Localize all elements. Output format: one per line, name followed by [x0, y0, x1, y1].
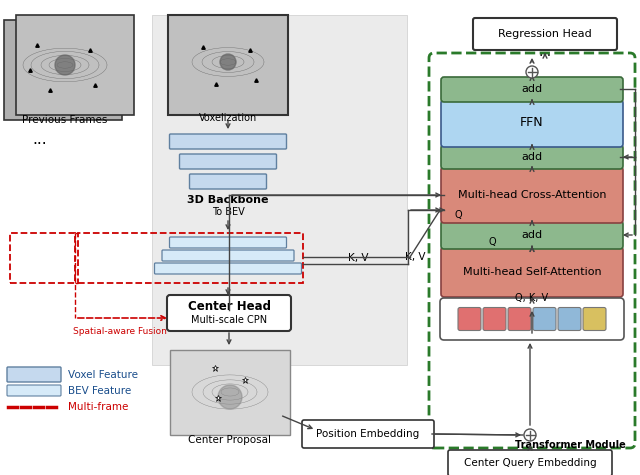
Text: Multi-frame: Multi-frame	[68, 402, 129, 412]
Bar	[168, 15, 288, 115]
FancyBboxPatch shape	[7, 367, 61, 382]
Text: Multi-scale CPN: Multi-scale CPN	[191, 315, 267, 325]
FancyBboxPatch shape	[189, 174, 266, 189]
Text: Previous Frames: Previous Frames	[22, 115, 108, 125]
Bar	[16, 15, 134, 115]
Text: Voxelization: Voxelization	[199, 113, 257, 123]
Circle shape	[220, 54, 236, 70]
Text: add: add	[522, 84, 543, 94]
FancyBboxPatch shape	[162, 250, 294, 261]
FancyBboxPatch shape	[583, 307, 606, 331]
FancyBboxPatch shape	[441, 167, 623, 223]
Bar	[78, 233, 303, 283]
Text: Q: Q	[454, 210, 462, 220]
Text: ...: ...	[33, 133, 47, 148]
Bar	[4, 20, 122, 120]
Text: Position Embedding: Position Embedding	[316, 429, 420, 439]
FancyBboxPatch shape	[441, 77, 623, 102]
Text: Center Proposal: Center Proposal	[188, 435, 271, 445]
Text: Multi-head Self-Attention: Multi-head Self-Attention	[463, 267, 602, 277]
Circle shape	[218, 385, 242, 409]
FancyBboxPatch shape	[179, 154, 276, 169]
FancyBboxPatch shape	[170, 237, 287, 248]
Text: K, V: K, V	[404, 252, 425, 262]
Text: Transformer Module: Transformer Module	[515, 440, 626, 450]
Bar	[10, 233, 75, 283]
FancyBboxPatch shape	[7, 385, 61, 396]
Text: add: add	[522, 152, 543, 162]
FancyBboxPatch shape	[508, 307, 531, 331]
Text: add: add	[522, 230, 543, 240]
Text: FFN: FFN	[520, 116, 544, 130]
Text: 3D Backbone: 3D Backbone	[188, 195, 269, 205]
Text: Center Query Embedding: Center Query Embedding	[464, 458, 596, 468]
Text: Voxel Feature: Voxel Feature	[68, 370, 138, 380]
Text: Spatial-aware Fusion: Spatial-aware Fusion	[73, 327, 167, 336]
FancyBboxPatch shape	[473, 18, 617, 50]
FancyBboxPatch shape	[302, 420, 434, 448]
FancyBboxPatch shape	[154, 263, 301, 274]
Bar	[152, 15, 407, 365]
FancyBboxPatch shape	[441, 221, 623, 249]
FancyBboxPatch shape	[440, 298, 624, 340]
Text: ...: ...	[538, 45, 552, 59]
Bar	[170, 350, 290, 435]
Circle shape	[55, 55, 75, 75]
FancyBboxPatch shape	[458, 307, 481, 331]
Text: K, V: K, V	[348, 253, 368, 263]
Text: Center Head: Center Head	[188, 301, 271, 314]
FancyBboxPatch shape	[441, 247, 623, 297]
Text: Regression Head: Regression Head	[498, 29, 592, 39]
Text: Q, K, V: Q, K, V	[515, 293, 548, 303]
Text: To BEV: To BEV	[212, 207, 244, 217]
Text: BEV Feature: BEV Feature	[68, 386, 131, 396]
FancyBboxPatch shape	[167, 295, 291, 331]
FancyBboxPatch shape	[448, 450, 612, 475]
FancyBboxPatch shape	[441, 100, 623, 147]
Text: Multi-head Cross-Attention: Multi-head Cross-Attention	[458, 190, 606, 200]
FancyBboxPatch shape	[558, 307, 581, 331]
Circle shape	[526, 66, 538, 78]
FancyBboxPatch shape	[533, 307, 556, 331]
Text: Q: Q	[488, 237, 496, 247]
Circle shape	[524, 429, 536, 441]
FancyBboxPatch shape	[441, 145, 623, 169]
FancyBboxPatch shape	[483, 307, 506, 331]
FancyBboxPatch shape	[170, 134, 287, 149]
